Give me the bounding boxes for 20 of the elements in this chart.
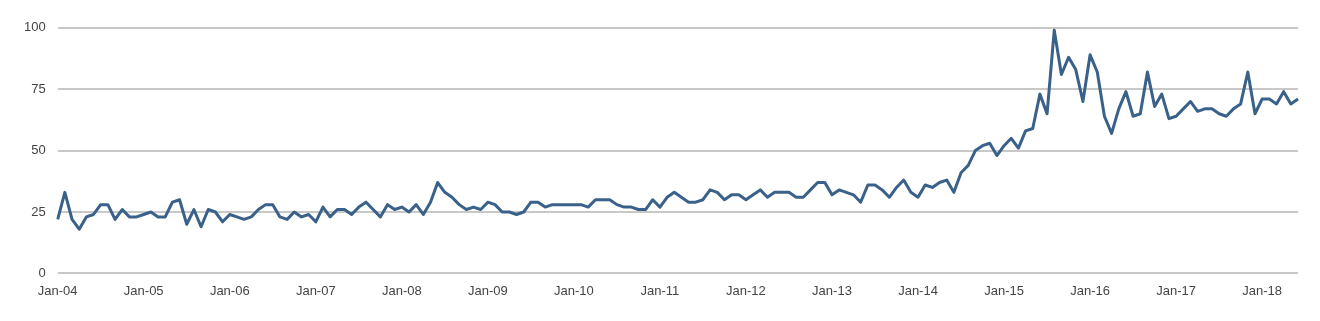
x-tick-label: Jan-06 <box>209 282 250 298</box>
x-tick-label: Jan-05 <box>123 282 164 298</box>
x-tick-label: Jan-09 <box>467 282 508 298</box>
y-tick-label: 0 <box>38 264 46 280</box>
x-tick-label: Jan-04 <box>37 282 78 298</box>
x-tick-label: Jan-12 <box>726 282 766 298</box>
y-tick-label: 100 <box>23 19 46 35</box>
y-tick-label: 50 <box>31 142 46 158</box>
x-tick-label: Jan-13 <box>812 282 852 298</box>
x-tick-label: Jan-08 <box>381 282 422 298</box>
x-tick-label: Jan-11 <box>640 282 680 298</box>
x-tick-label: Jan-14 <box>898 282 938 298</box>
x-tick-label: Jan-17 <box>1156 282 1196 298</box>
y-tick-label: 75 <box>31 80 46 96</box>
x-tick-label: Jan-15 <box>984 282 1024 298</box>
x-tick-label: Jan-10 <box>554 282 594 298</box>
x-tick-label: Jan-16 <box>1070 282 1110 298</box>
y-tick-label: 25 <box>31 203 46 219</box>
x-tick-label: Jan-18 <box>1242 282 1283 298</box>
x-tick-label: Jan-07 <box>295 282 336 298</box>
